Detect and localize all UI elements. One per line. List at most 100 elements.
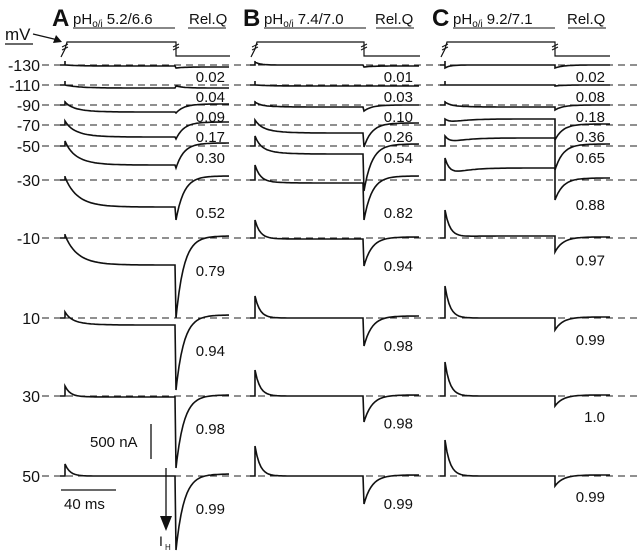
current-trace <box>440 285 610 333</box>
rel-q-value: 0.99 <box>196 501 225 518</box>
voltage-label: -50 <box>17 139 40 156</box>
voltage-label: -90 <box>17 98 40 115</box>
current-trace <box>60 140 229 171</box>
rel-q-value: 0.98 <box>384 415 413 432</box>
ih-arrow-head-icon <box>160 516 172 531</box>
rel-q-value: 0.82 <box>384 205 413 222</box>
rel-q-header: Rel.Q <box>375 11 413 28</box>
voltage-label: 30 <box>22 389 40 406</box>
ph-prefix: pH <box>453 11 472 28</box>
current-trace <box>440 133 610 171</box>
ph-value: 9.2/7.1 <box>487 11 533 28</box>
current-trace <box>440 117 610 141</box>
rel-q-value: 0.88 <box>576 197 605 214</box>
rel-q-value: 0.01 <box>384 69 413 86</box>
current-trace <box>60 118 229 141</box>
rel-q-value: 0.30 <box>196 150 225 167</box>
rel-q-value: 0.54 <box>384 150 413 167</box>
current-trace <box>60 309 229 391</box>
ih-label: I <box>159 533 163 549</box>
voltage-label: 50 <box>22 469 40 486</box>
current-trace <box>60 81 229 89</box>
ph-subscript: o/i <box>92 19 103 30</box>
rel-q-value: 0.02 <box>196 69 225 86</box>
current-trace <box>250 219 419 267</box>
rel-q-value: 0.79 <box>196 263 225 280</box>
current-trace <box>440 439 610 489</box>
rel-q-value: 0.99 <box>576 489 605 506</box>
current-trace <box>250 81 419 87</box>
current-trace <box>60 100 229 115</box>
current-trace <box>60 175 229 221</box>
rel-q-value: 0.99 <box>576 332 605 349</box>
current-trace <box>250 295 419 347</box>
panel-letter: A <box>52 5 69 32</box>
rel-q-header: Rel.Q <box>567 11 605 28</box>
current-trace <box>440 157 610 201</box>
rel-q-value: 0.03 <box>384 89 413 106</box>
current-trace <box>60 463 229 551</box>
rel-q-value: 0.26 <box>384 129 413 146</box>
current-trace <box>440 100 610 112</box>
mv-arrow-line <box>32 33 59 41</box>
rel-q-value: 0.98 <box>384 338 413 355</box>
voltage-label: -130 <box>8 58 40 75</box>
ph-prefix: pH <box>264 11 283 28</box>
axis-break-icon <box>441 43 559 51</box>
time-scale-label: 40 ms <box>64 496 105 513</box>
rel-q-value: 0.52 <box>196 205 225 222</box>
rel-q-value: 0.94 <box>196 343 225 360</box>
current-trace <box>440 61 610 70</box>
voltage-label: -70 <box>17 118 40 135</box>
axis-break-icon <box>61 43 180 51</box>
current-trace <box>250 445 419 505</box>
rel-q-value: 0.18 <box>576 109 605 126</box>
rel-q-value: 0.98 <box>196 421 225 438</box>
current-trace <box>250 100 419 113</box>
ph-prefix: pH <box>73 11 92 28</box>
axis-break-icon <box>251 43 368 51</box>
current-trace <box>60 234 229 319</box>
rel-q-value: 0.17 <box>196 129 225 146</box>
voltage-protocol <box>60 41 230 58</box>
rel-q-value: 0.99 <box>384 496 413 513</box>
voltage-label: -30 <box>17 173 40 190</box>
rel-q-value: 0.04 <box>196 89 225 106</box>
voltage-label: 10 <box>22 311 40 328</box>
rel-q-value: 0.08 <box>576 89 605 106</box>
ph-condition-label: pHo/i 7.4/7.0 <box>264 11 344 30</box>
rel-q-value: 0.36 <box>576 129 605 146</box>
rel-q-value: 0.65 <box>576 150 605 167</box>
current-trace <box>250 135 420 192</box>
ph-subscript: o/i <box>283 19 294 30</box>
voltage-protocol <box>250 41 420 58</box>
current-trace <box>250 60 419 68</box>
ph-condition-label: pHo/i 9.2/7.1 <box>453 11 533 30</box>
voltage-label: -10 <box>17 231 40 248</box>
ph-value: 7.4/7.0 <box>298 11 344 28</box>
rel-q-value: 0.94 <box>384 258 413 275</box>
rel-q-value: 0.02 <box>576 69 605 86</box>
current-trace <box>440 209 610 256</box>
mv-unit-label: mV <box>5 25 31 44</box>
voltage-protocol <box>440 41 610 58</box>
rel-q-value: 0.97 <box>576 253 605 270</box>
current-trace <box>250 164 420 221</box>
ph-condition-label: pHo/i 5.2/6.6 <box>73 11 153 30</box>
panel-letter: B <box>243 5 260 32</box>
ph-subscript: o/i <box>472 19 483 30</box>
current-trace <box>60 383 229 469</box>
current-trace <box>440 361 610 409</box>
current-trace <box>250 369 419 423</box>
mv-arrow-head-icon <box>53 35 62 43</box>
current-trace <box>440 81 610 87</box>
ih-subscript: H <box>165 543 171 551</box>
voltage-label: -110 <box>9 78 40 95</box>
current-trace <box>250 117 419 148</box>
current-scale-label: 500 nA <box>90 434 138 451</box>
rel-q-value: 0.10 <box>384 109 413 126</box>
rel-q-header: Rel.Q <box>189 11 227 28</box>
current-trace <box>60 61 229 69</box>
